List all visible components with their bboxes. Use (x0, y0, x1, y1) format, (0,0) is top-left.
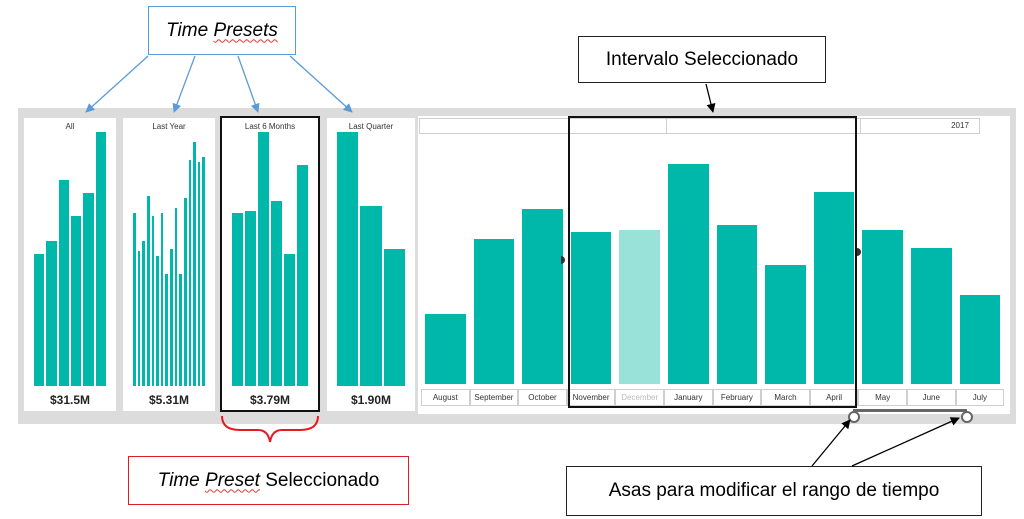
preset-title: Last Quarter (348, 122, 394, 131)
preset-bar (46, 241, 57, 386)
preset-value: $5.31M (148, 393, 190, 407)
callout-text: Time (166, 19, 209, 41)
preset-bar (71, 215, 82, 386)
arrow-to-all (85, 55, 149, 113)
preset-bar (258, 132, 269, 386)
timeline-bar-december[interactable] (619, 229, 660, 384)
preset-value: $31.5M (49, 393, 91, 407)
preset-bar (151, 215, 155, 386)
callout-text: Presets (213, 19, 278, 41)
callout-text: Intervalo Seleccionado (605, 48, 799, 70)
range-grip-right[interactable] (857, 248, 861, 256)
preset-value: $1.90M (350, 393, 392, 407)
preset-bar (34, 253, 45, 386)
timeline-year-header: 2017 (860, 118, 980, 134)
preset-bar (146, 195, 150, 386)
preset-bar (179, 274, 182, 386)
time-presets-callout: Time Presets (148, 6, 296, 55)
preset-bar (360, 205, 382, 386)
preset-bar (297, 165, 308, 386)
preset-title: All (65, 122, 75, 131)
preset-all[interactable]: All $31.5M (24, 118, 116, 411)
range-end-handle[interactable] (961, 411, 973, 423)
preset-bar (271, 200, 282, 386)
month-label: October (518, 389, 567, 406)
preset-bar (284, 253, 295, 386)
timeline-bar-may[interactable] (862, 229, 903, 384)
range-start-handle[interactable] (848, 411, 860, 423)
callout-text: Preset (205, 469, 260, 491)
arrow-to-last-year (172, 55, 196, 113)
preset-bar (245, 210, 256, 386)
month-label: September (469, 389, 519, 406)
timeline-bar-october[interactable] (522, 208, 563, 384)
red-brace (221, 415, 319, 443)
preset-bar (232, 213, 243, 386)
timeline-bar-february[interactable] (716, 224, 758, 384)
preset-bar (137, 251, 141, 386)
timeline-bar-july[interactable] (959, 295, 1001, 384)
arrow-to-last-6-months (237, 55, 260, 113)
month-label: May (858, 389, 907, 406)
preset-bar (156, 256, 159, 386)
preset-value: $3.79M (249, 393, 291, 407)
preset-bar (165, 274, 168, 386)
preset-bar (133, 213, 136, 386)
month-label: August (421, 389, 470, 406)
month-label: February (712, 389, 762, 406)
month-label: April (809, 389, 859, 406)
timeline-bar-november[interactable] (570, 231, 612, 384)
callout-text: Time (157, 469, 200, 491)
timeline-bar-september[interactable] (473, 238, 515, 384)
month-label: November (566, 389, 616, 406)
preset-arrows (85, 55, 353, 113)
selected-interval-box (568, 116, 857, 408)
preset-bar (197, 162, 201, 386)
preset-last-year[interactable]: Last Year $5.31M (123, 118, 215, 411)
selected-preset-callout: Time Preset Seleccionado (128, 456, 409, 505)
preset-title: Last Year (152, 122, 186, 131)
timeline-bar-june[interactable] (911, 248, 952, 384)
preset-bar (142, 241, 145, 386)
month-label: January (664, 389, 713, 406)
arrow-to-start-handle (811, 419, 851, 467)
arrow-to-end-handle (851, 417, 960, 467)
preset-bar (188, 159, 192, 386)
preset-bar (170, 248, 173, 386)
preset-bar (193, 142, 196, 386)
range-grip-left[interactable] (561, 256, 565, 264)
selected-preset-box (220, 116, 320, 412)
timeline-bar-january[interactable] (668, 164, 709, 384)
timeline-year: 2017 (951, 121, 969, 130)
preset-bar (160, 213, 164, 386)
arrow-to-interval (705, 83, 716, 113)
arrow-to-last-quarter (289, 55, 353, 113)
month-label: July (955, 389, 1005, 406)
callout-text: Asas para modificar el rango de tiempo (608, 480, 940, 501)
callout-text: Seleccionado (265, 469, 380, 491)
range-handle-track (853, 409, 967, 412)
month-label: March (761, 389, 810, 406)
timeline-bar-april[interactable] (813, 192, 855, 384)
preset-bar (174, 208, 178, 386)
preset-last-6-months[interactable]: Last 6 Months $3.79M (222, 118, 318, 411)
preset-last-quarter[interactable]: Last Quarter $1.90M (327, 118, 415, 411)
preset-bar (183, 198, 187, 386)
month-label: June (907, 389, 956, 406)
preset-bar (58, 180, 69, 386)
timeline-bar-august[interactable] (425, 313, 466, 384)
preset-bar (202, 157, 205, 386)
handles-callout: Asas para modificar el rango de tiempo (566, 466, 982, 516)
preset-bar (383, 248, 405, 386)
preset-bar (337, 132, 359, 386)
month-label: December (615, 389, 664, 406)
preset-bar (95, 132, 106, 386)
black-arrows (705, 83, 960, 467)
preset-bar (83, 192, 94, 386)
selected-interval-callout: Intervalo Seleccionado (578, 36, 826, 83)
timeline-bar-march[interactable] (765, 264, 806, 384)
preset-title: Last 6 Months (244, 122, 296, 131)
